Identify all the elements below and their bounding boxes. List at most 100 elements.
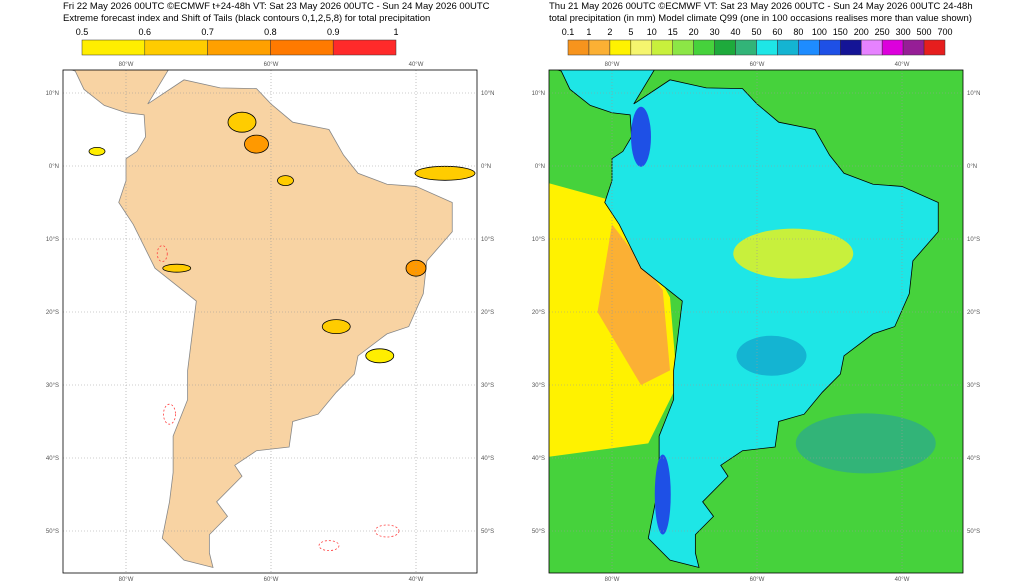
colorbar-label: 2: [607, 27, 612, 37]
colorbar-swatch: [332, 39, 397, 56]
lat-label: 40°S: [967, 456, 980, 462]
lon-label: 60°W: [264, 62, 279, 68]
lat-label: 30°S: [967, 383, 980, 389]
lat-label: 10°N: [481, 91, 494, 97]
land: [70, 70, 453, 569]
lon-label: 40°W: [409, 62, 424, 68]
colorbar-label: 300: [896, 27, 911, 37]
colorbar-swatch: [693, 39, 715, 56]
lat-label: 10°S: [532, 237, 545, 243]
header-line: Thu 21 May 2026 00UTC ©ECMWF VT: Sat 23 …: [549, 1, 973, 12]
lat-label: 40°S: [481, 456, 494, 462]
colorbar-label: 50: [751, 27, 761, 37]
colorbar-swatch: [651, 39, 673, 56]
colorbar-swatch: [735, 39, 757, 56]
colorbar-label: 0.7: [201, 27, 214, 37]
colorbar-swatch: [798, 39, 820, 56]
lat-label: 0°N: [535, 164, 545, 170]
colorbar-swatch: [881, 39, 904, 56]
efi-area: [227, 111, 257, 133]
colorbar-label: 0.5: [76, 27, 89, 37]
lat-label: 20°S: [46, 310, 59, 316]
lat-label: 10°N: [967, 91, 980, 97]
colorbar-label: 40: [731, 27, 741, 37]
colorbar-label: 15: [668, 27, 678, 37]
colorbar-label: 0.9: [327, 27, 340, 37]
colorbar-swatch: [840, 39, 862, 56]
lon-label: 80°W: [605, 62, 620, 68]
efi-area: [244, 134, 269, 154]
lat-label: 10°S: [46, 237, 59, 243]
lon-label: 80°W: [605, 577, 620, 583]
colorbar-label: 5: [628, 27, 633, 37]
colorbar-swatch: [819, 39, 841, 56]
lat-label: 0°N: [49, 164, 59, 170]
left-panel: Fri 22 May 2026 00UTC ©ECMWF t+24-48h VT…: [46, 1, 495, 583]
colorbar-label: 0.6: [139, 27, 152, 37]
colorbar-swatch: [756, 39, 778, 56]
colorbar-label: 100: [812, 27, 827, 37]
colorbar-label: 200: [854, 27, 869, 37]
colorbar-swatch: [609, 39, 632, 56]
lon-label: 40°W: [409, 577, 424, 583]
lat-label: 0°N: [481, 164, 491, 170]
lat-label: 50°S: [481, 529, 494, 535]
lat-label: 30°S: [46, 383, 59, 389]
colorbar-label: 1: [586, 27, 591, 37]
lat-label: 50°S: [967, 529, 980, 535]
colorbar-swatch: [207, 39, 271, 56]
lat-label: 10°S: [967, 237, 980, 243]
lat-label: 30°S: [481, 383, 494, 389]
colorbar-swatch: [144, 39, 208, 56]
pacific-drier: [597, 224, 670, 385]
colorbar-swatch: [923, 39, 946, 56]
efi-area: [321, 319, 351, 335]
colorbar-label: 150: [833, 27, 848, 37]
colorbar-label: 0.1: [562, 27, 575, 37]
lon-label: 40°W: [895, 577, 910, 583]
lat-label: 40°S: [532, 456, 545, 462]
efi-area: [162, 263, 192, 273]
colorbar-swatch: [81, 39, 146, 56]
map: [549, 70, 963, 573]
lon-label: 40°W: [895, 62, 910, 68]
south-atlantic: [795, 413, 936, 474]
lon-label: 60°W: [264, 577, 279, 583]
colorbar-label: 10: [647, 27, 657, 37]
efi-area: [88, 146, 106, 156]
header-line: Extreme forecast index and Shift of Tail…: [63, 13, 430, 24]
lat-label: 20°S: [481, 310, 494, 316]
colorbar-label: 700: [937, 27, 952, 37]
colorbar-label: 20: [689, 27, 699, 37]
wet-land: [733, 228, 854, 279]
colorbar-swatch: [860, 39, 883, 56]
andes: [631, 106, 651, 167]
andes: [654, 454, 671, 535]
map: [63, 70, 477, 573]
lon-label: 80°W: [119, 62, 134, 68]
efi-area: [277, 175, 294, 187]
map-frame: [62, 69, 478, 574]
lon-label: 60°W: [750, 577, 765, 583]
lat-label: 50°S: [46, 529, 59, 535]
efi-area: [414, 165, 476, 181]
lat-label: 50°S: [532, 529, 545, 535]
colorbar-label: 80: [793, 27, 803, 37]
colorbar-swatch: [777, 39, 799, 56]
colorbar-swatch: [588, 39, 611, 56]
colorbar-swatch: [567, 39, 590, 56]
colorbar-label: 250: [875, 27, 890, 37]
lat-label: 10°N: [532, 91, 545, 97]
right-panel: Thu 21 May 2026 00UTC ©ECMWF VT: Sat 23 …: [532, 1, 981, 583]
colorbar-swatch: [672, 39, 694, 56]
lon-label: 80°W: [119, 577, 134, 583]
efi-area: [365, 348, 395, 364]
sot-contour: [163, 403, 176, 425]
sot-contour: [318, 540, 340, 551]
map-frame: [548, 69, 964, 574]
lat-label: 0°N: [967, 164, 977, 170]
lat-label: 20°S: [967, 310, 980, 316]
colorbar-label: 500: [917, 27, 932, 37]
colorbar-label: 0.8: [264, 27, 277, 37]
